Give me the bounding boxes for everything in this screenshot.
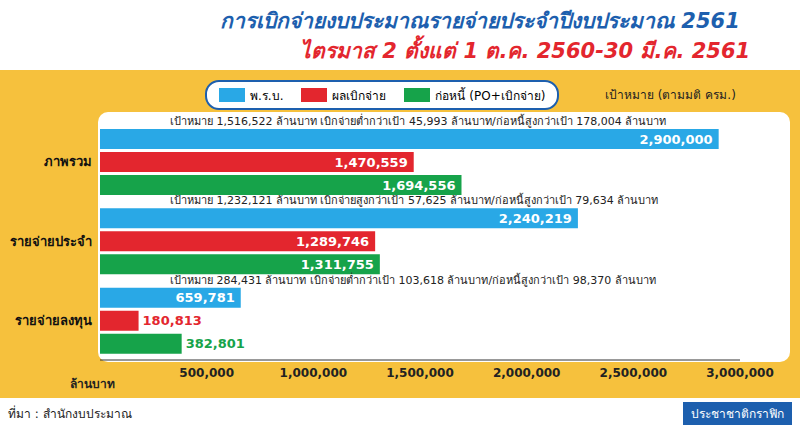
svg-text:382,801: 382,801 bbox=[186, 336, 245, 351]
svg-text:รายจ่ายลงทุน: รายจ่ายลงทุน bbox=[15, 313, 92, 329]
svg-text:3,000,000: 3,000,000 bbox=[706, 366, 774, 380]
html-text:เป้าหมาย (ตามมติ ครม.): เป้าหมาย (ตามมติ ครม.) bbox=[605, 88, 736, 102]
html-text:พ.ร.บ.: พ.ร.บ. bbox=[250, 88, 284, 103]
svg-text:2,900,000: 2,900,000 bbox=[639, 132, 712, 147]
html-text:ที่มา : สำนักงบประมาณ: ที่มา : สำนักงบประมาณ bbox=[8, 407, 132, 421]
svg-text:2,000,000: 2,000,000 bbox=[493, 366, 561, 380]
html-text:ประชาชาติกราฟิก: ประชาชาติกราฟิก bbox=[691, 407, 784, 421]
svg-text:1,694,556: 1,694,556 bbox=[382, 178, 455, 193]
html-text:ผลเบิกจ่าย: ผลเบิกจ่าย bbox=[332, 88, 387, 103]
svg-text:180,813: 180,813 bbox=[143, 313, 202, 328]
svg-text:500,000: 500,000 bbox=[179, 366, 234, 380]
svg-text:ภาพรวม: ภาพรวม bbox=[44, 154, 92, 169]
svg-text:1,470,559: 1,470,559 bbox=[335, 155, 408, 170]
html-text:การเบิกจ่ายงบประมาณรายจ่ายประจ: การเบิกจ่ายงบประมาณรายจ่ายประจำปีงบประมา… bbox=[220, 9, 740, 33]
svg-text:659,781: 659,781 bbox=[176, 290, 235, 305]
svg-text:เป้าหมาย 1,516,522 ล้านบาท เบิ: เป้าหมาย 1,516,522 ล้านบาท เบิกจ่ายต่ำกว… bbox=[170, 113, 666, 128]
svg-text:1,000,000: 1,000,000 bbox=[280, 366, 348, 380]
html-text:ไตรมาส 2 ตั้งแต่ 1 ต.ค. 2560-3: ไตรมาส 2 ตั้งแต่ 1 ต.ค. 2560-30 มี.ค. 25… bbox=[300, 39, 751, 63]
html-text:ก่อหนี้ (PO+เบิกจ่าย): ก่อหนี้ (PO+เบิกจ่าย) bbox=[435, 88, 546, 103]
html-text:ล้านบาท: ล้านบาท bbox=[70, 377, 115, 391]
svg-text:1,311,755: 1,311,755 bbox=[301, 257, 374, 272]
svg-text:2,240,219: 2,240,219 bbox=[499, 211, 572, 226]
svg-text:1,500,000: 1,500,000 bbox=[386, 366, 454, 380]
svg-text:2,500,000: 2,500,000 bbox=[600, 366, 668, 380]
svg-text:เป้าหมาย 1,232,121 ล้านบาท เบิ: เป้าหมาย 1,232,121 ล้านบาท เบิกจ่ายสูงกว… bbox=[170, 192, 658, 207]
svg-text:1,289,746: 1,289,746 bbox=[296, 234, 369, 249]
svg-text:เป้าหมาย 284,431 ล้านบาท เบิกจ: เป้าหมาย 284,431 ล้านบาท เบิกจ่ายต่ำกว่า… bbox=[170, 272, 656, 287]
svg-text:รายจ่ายประจำ: รายจ่ายประจำ bbox=[10, 234, 92, 249]
